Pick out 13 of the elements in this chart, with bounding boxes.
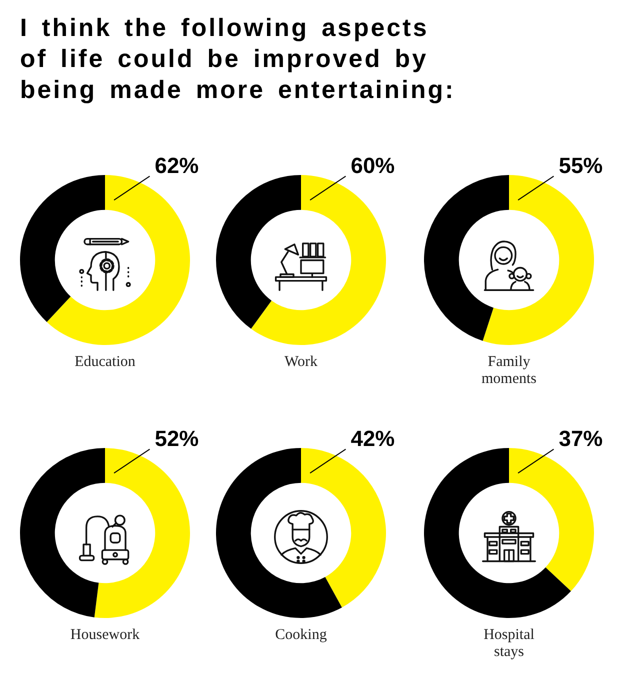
data-label: 42% xyxy=(350,426,395,452)
text: Work xyxy=(284,354,318,370)
text: Cooking xyxy=(274,627,328,644)
text: Housework xyxy=(69,627,141,644)
text: Education xyxy=(74,354,136,370)
text: Family moments xyxy=(480,354,538,388)
data-label: 52% xyxy=(154,426,199,452)
data-label: 60% xyxy=(350,152,395,178)
text: Hospital stays xyxy=(482,627,536,661)
data-label: 55% xyxy=(558,152,603,178)
data-label: 37% xyxy=(558,426,603,452)
text: I think the following aspects of life could be improved by being made more entertaining: xyxy=(20,13,456,106)
data-label: 62% xyxy=(154,152,199,178)
